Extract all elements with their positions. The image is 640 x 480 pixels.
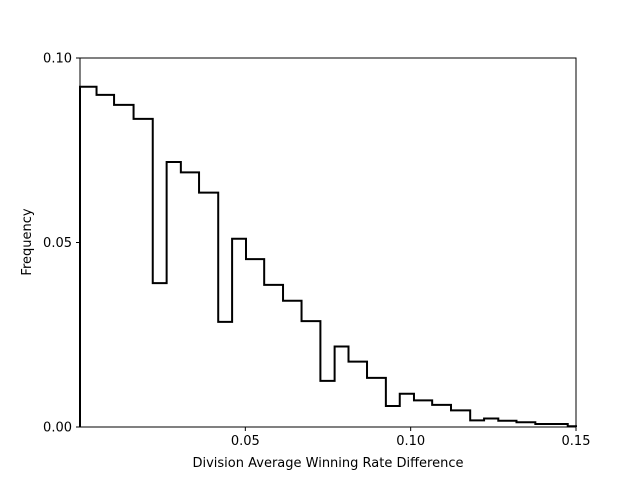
histogram-bin-16: [335, 347, 349, 427]
histogram-bin-11: [246, 259, 264, 427]
histogram-bin-7: [181, 172, 199, 427]
histogram-bin-5: [153, 283, 167, 427]
histogram-bin-26: [498, 421, 516, 427]
y-tick-label: 0.10: [43, 52, 72, 67]
histogram-step-line: [79, 85, 577, 428]
histogram-bin-27: [516, 422, 535, 427]
histogram-bin-4: [134, 119, 153, 427]
x-tick-label: 0.15: [562, 434, 591, 449]
histogram-bin-21: [414, 400, 432, 427]
histogram-bin-6: [167, 162, 181, 427]
axes: 0.05 0.10 0.15 0.00 0.05 0.10: [43, 52, 590, 450]
histogram-bin-8: [199, 193, 218, 427]
histogram-bin-24: [470, 420, 484, 427]
histogram-bin-2: [97, 95, 115, 427]
histogram-bin-17: [349, 362, 368, 427]
histogram-bin-13: [283, 301, 302, 427]
y-axis-label: Frequency: [20, 208, 35, 275]
x-tick-label: 0.10: [396, 434, 425, 449]
histogram-bin-20: [400, 394, 414, 427]
histogram-bin-23: [451, 410, 470, 427]
histogram-bin-22: [432, 405, 451, 427]
histogram-bin-9: [218, 322, 232, 427]
histogram-bin-10: [232, 239, 246, 427]
histogram-bin-14: [302, 321, 321, 427]
histogram-bin-19: [386, 406, 400, 427]
histogram-bin-12: [264, 285, 283, 427]
histogram-bin-3: [114, 105, 134, 427]
histogram-bin-25: [484, 419, 498, 427]
histogram-bin-1: [80, 87, 97, 427]
histogram-bin-18: [367, 378, 386, 427]
x-tick-label: 0.05: [231, 434, 260, 449]
y-tick-label: 0.05: [43, 236, 72, 251]
plot-area: [79, 85, 577, 428]
x-axis-label: Division Average Winning Rate Difference: [192, 456, 463, 471]
histogram-bin-15: [320, 381, 334, 427]
y-tick-label: 0.00: [43, 421, 72, 436]
